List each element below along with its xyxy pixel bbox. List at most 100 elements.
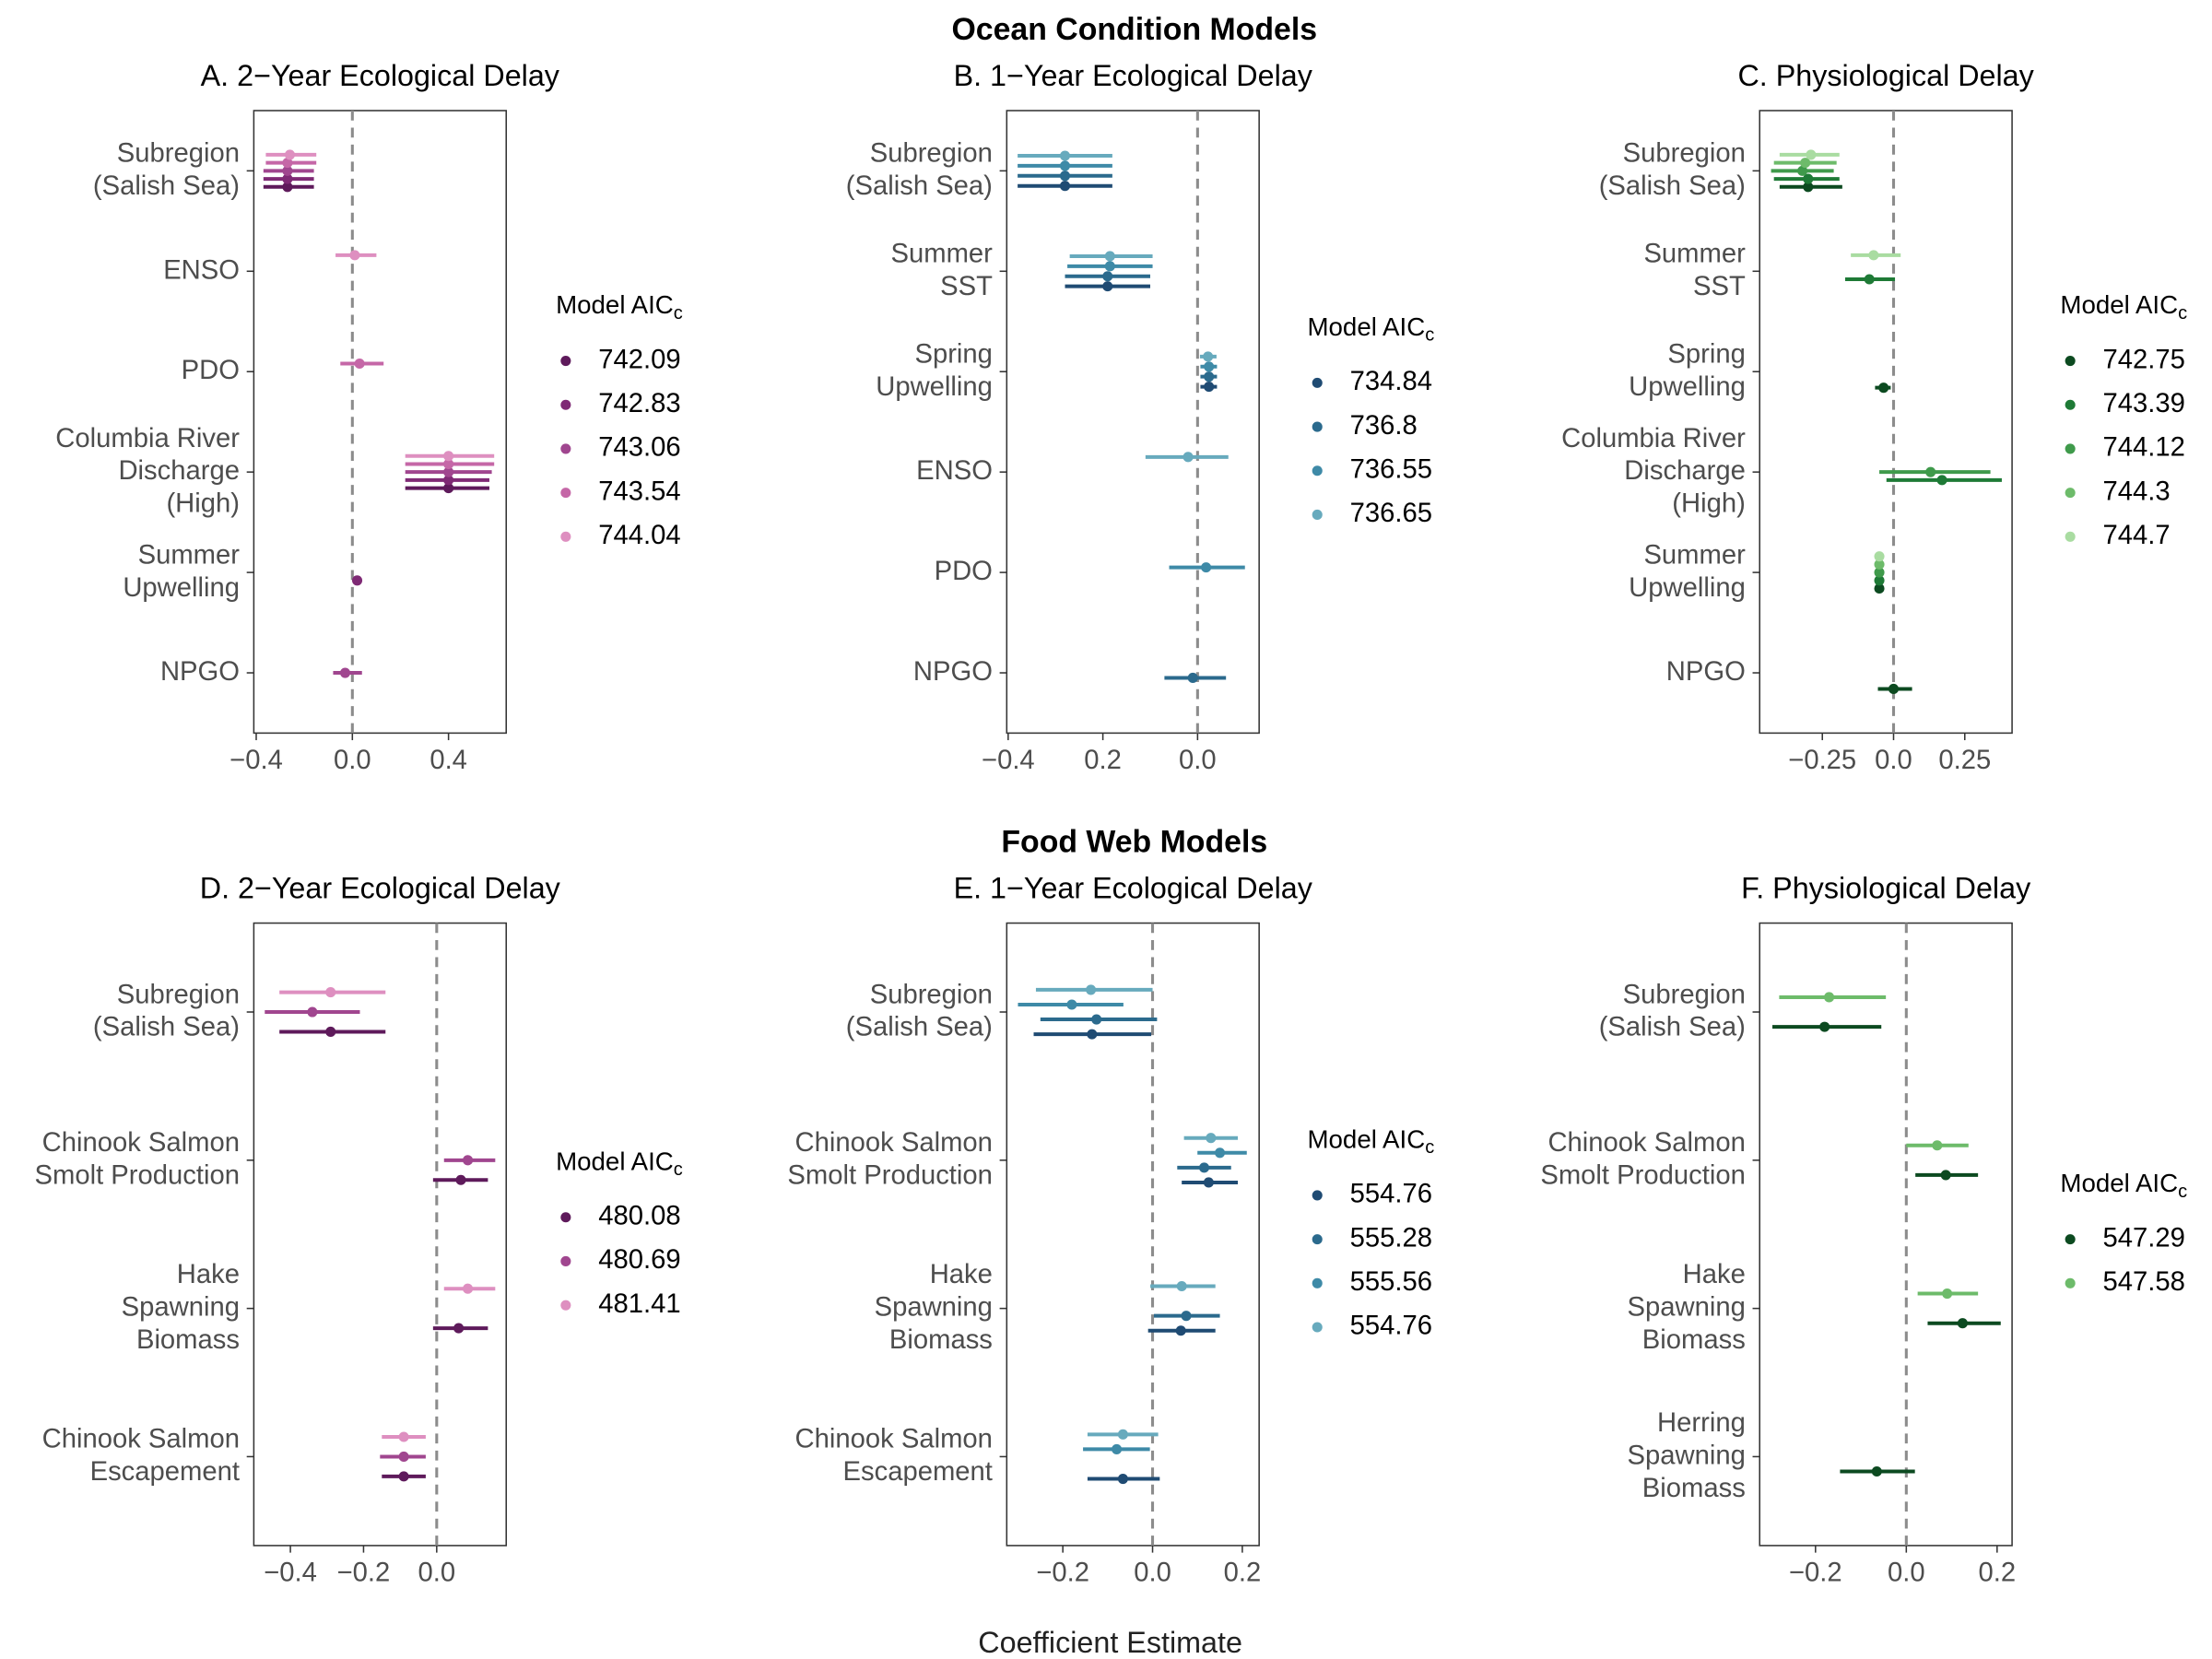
y-tick-label: Chinook Salmon Smolt Production [35,1128,241,1190]
point [1201,562,1212,573]
legend-swatch [2065,399,2076,410]
point [1206,1133,1217,1144]
legend-label: 744.12 [2103,433,2185,463]
legend-label: 742.83 [598,389,680,418]
y-tick-label: NPGO [913,657,993,687]
legend-title: Model AICc [2060,1169,2187,1202]
point [349,250,360,261]
y-tick-label: NPGO [1666,657,1746,687]
panel-border [1006,922,1260,1547]
legend-swatch [560,399,571,410]
legend-label: 736.65 [1350,499,1432,528]
legend-title-subscript: c [674,1159,683,1180]
legend-title-text: Model AIC [1307,312,1425,341]
legend-label: 547.58 [2103,1267,2185,1297]
point [282,165,293,176]
point [1874,582,1885,594]
point [443,451,454,462]
y-tick-label: Spring Upwelling [876,339,993,401]
legend-swatch [2065,1277,2076,1288]
point [1175,1325,1186,1336]
y-tick-label: Chinook Salmon Smolt Production [1540,1128,1746,1190]
legend-swatch [2065,531,2076,542]
point [282,158,293,169]
legend-title: Model AICc [1307,312,1434,346]
point [1059,171,1071,182]
point [351,575,363,586]
y-tick-label: Chinook Salmon Escapement [42,1424,240,1486]
point [284,149,296,160]
legend-swatch [2065,356,2076,367]
legend-swatch [560,356,571,367]
legend-swatch [560,488,571,499]
legend-label: 743.54 [598,477,680,506]
point [1878,382,1889,394]
point [1806,149,1817,160]
y-tick-label: ENSO [163,255,240,285]
legend-title-subscript: c [2178,303,2187,324]
point [354,358,365,370]
legend-label: 744.04 [598,521,680,550]
point [1117,1429,1128,1440]
y-tick-label: Chinook Salmon Escapement [795,1424,993,1486]
panel-border [1759,922,2013,1547]
point [463,1155,474,1166]
legend-label: 554.76 [1350,1312,1432,1341]
point [282,173,293,184]
y-tick-label: PDO [935,557,993,586]
x-tick-label: 0.2 [1084,746,1122,775]
point [1888,683,1900,694]
point [1203,1177,1214,1188]
point [1104,251,1115,262]
point [1182,452,1194,463]
point [1204,382,1215,393]
x-tick-label: −0.4 [229,746,283,775]
point [1803,182,1814,193]
y-tick-label: PDO [182,356,240,385]
legend-swatch [1312,1234,1323,1245]
legend-title-text: Model AIC [2060,1169,2178,1197]
point [443,458,454,469]
legend-label: 555.28 [1350,1223,1432,1253]
panel-title: E. 1−Year Ecological Delay [954,872,1313,905]
panel-border [253,922,507,1547]
legend-title-subscript: c [674,303,683,324]
legend-title-text: Model AIC [2060,290,2178,319]
point [1059,160,1071,171]
legend-swatch [2065,443,2076,454]
legend-swatch [1312,465,1323,477]
legend-label: 743.06 [598,433,680,463]
point [1087,1029,1098,1040]
panel-border [253,110,507,735]
x-tick-label: 0.0 [1875,746,1912,775]
point [463,1283,474,1294]
point [1868,250,1879,261]
y-tick-label: Spring Upwelling [1629,339,1746,401]
x-tick-label: 0.0 [1134,1558,1171,1587]
point [1940,1170,1951,1181]
y-tick-label: Subregion (Salish Sea) [1599,138,1746,200]
y-tick-label: Subregion (Salish Sea) [846,138,993,200]
x-tick-label: 0.2 [1979,1558,2017,1587]
legend-label: 481.41 [598,1289,680,1319]
legend-label: 734.84 [1350,367,1432,396]
point [1942,1288,1953,1300]
y-tick-label: NPGO [160,657,240,687]
point [443,483,454,494]
point [1936,475,1947,486]
legend-label: 555.56 [1350,1267,1432,1297]
x-tick-label: −0.2 [1789,1558,1842,1587]
point [1187,672,1198,684]
x-tick-label: 0.0 [1888,1558,1925,1587]
point [1204,361,1215,372]
point [1800,158,1811,169]
y-tick-label: Hake Spawning Biomass [875,1260,993,1355]
point [1797,165,1808,176]
legend-title-subscript: c [1425,1137,1434,1158]
legend-swatch [560,443,571,454]
y-tick-label: Summer Upwelling [123,540,240,602]
legend-swatch [1312,421,1323,432]
legend-title-text: Model AIC [556,290,674,319]
legend-label: 744.3 [2103,477,2171,506]
